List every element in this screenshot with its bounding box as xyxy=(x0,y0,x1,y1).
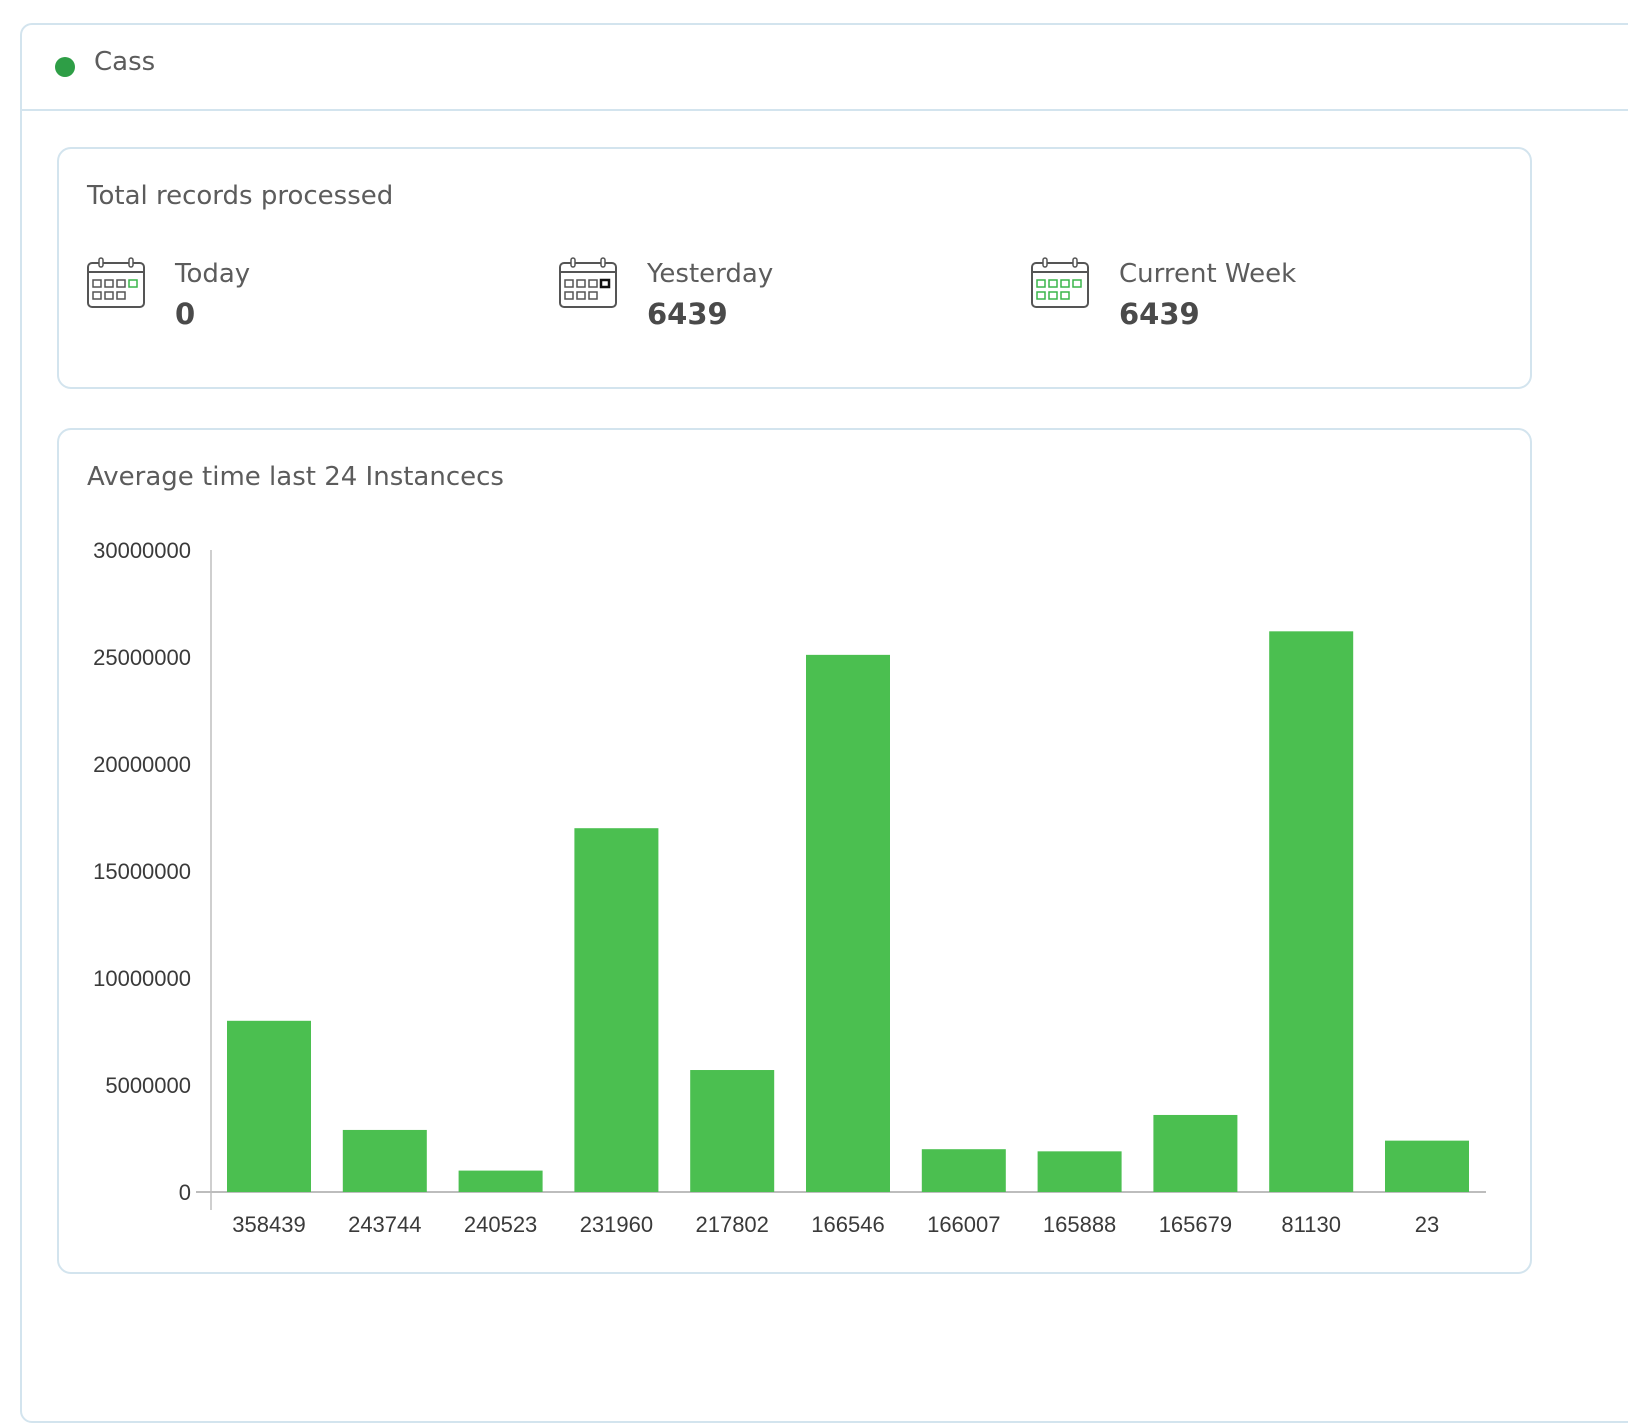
stat-value: 0 xyxy=(175,297,196,331)
chart-card: Average time last 24 Instancecs 0 5000000… xyxy=(57,428,1532,1274)
bar[interactable] xyxy=(921,1149,1006,1192)
x-tick-label: 243744 xyxy=(348,1212,421,1237)
panel-title: Cass xyxy=(94,47,156,77)
x-tick-label: 166007 xyxy=(927,1212,1000,1237)
y-tick-label: 10000000 xyxy=(93,966,191,991)
stat-label: Today xyxy=(175,259,251,289)
x-tick-label: 165888 xyxy=(1043,1212,1116,1237)
status-indicator xyxy=(55,57,75,77)
stat-label: Yesterday xyxy=(647,259,774,289)
bar[interactable] xyxy=(574,828,659,1192)
bar[interactable] xyxy=(1269,631,1354,1192)
stat-value: 6439 xyxy=(1119,297,1200,331)
y-tick-label: 0 xyxy=(179,1180,191,1205)
x-tick-label: 81130 xyxy=(1281,1212,1341,1237)
bar-chart: 0 5000000 10000000 15000000 20000000 25000000… xyxy=(93,538,1486,1237)
y-tick-label: 5000000 xyxy=(105,1073,191,1098)
bar[interactable] xyxy=(342,1129,427,1192)
chart-title: Average time last 24 Instancecs xyxy=(87,462,504,492)
y-tick-label: 20000000 xyxy=(93,752,191,777)
stat-label: Current Week xyxy=(1119,259,1297,289)
x-tick-label: 240523 xyxy=(464,1212,537,1237)
stat-value: 6439 xyxy=(647,297,728,331)
bar[interactable] xyxy=(458,1170,543,1192)
y-tick-label: 25000000 xyxy=(93,645,191,670)
x-tick-label: 165679 xyxy=(1159,1212,1232,1237)
bar[interactable] xyxy=(1153,1114,1238,1192)
x-tick-label: 217802 xyxy=(695,1212,768,1237)
records-title: Total records processed xyxy=(87,181,394,211)
bar[interactable] xyxy=(806,654,890,1192)
calendar-icon xyxy=(87,257,145,308)
bar[interactable] xyxy=(690,1070,775,1192)
calendar-icon xyxy=(1031,257,1089,308)
bar[interactable] xyxy=(227,1020,311,1192)
x-tick-label: 23 xyxy=(1415,1212,1439,1237)
bar[interactable] xyxy=(1037,1151,1122,1192)
x-tick-label: 231960 xyxy=(580,1212,653,1237)
x-tick-label: 358439 xyxy=(232,1212,305,1237)
calendar-icon xyxy=(559,257,617,308)
panel-header: Cass xyxy=(20,23,1628,111)
bar[interactable] xyxy=(1385,1140,1469,1192)
records-card: Total records processed Today 0 xyxy=(57,147,1532,389)
y-tick-label: 15000000 xyxy=(93,859,191,884)
y-tick-label: 30000000 xyxy=(93,538,191,563)
x-tick-label: 166546 xyxy=(811,1212,884,1237)
